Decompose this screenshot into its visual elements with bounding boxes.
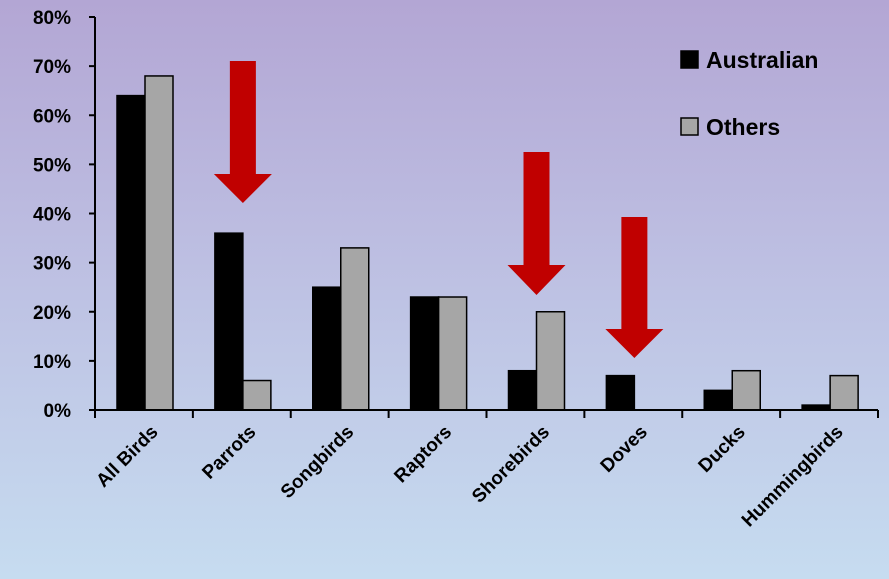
x-tick-label-raptors: Raptors: [390, 422, 456, 488]
annotation-arrows: [213, 61, 664, 358]
bar-ducks-others: [731, 369, 761, 411]
x-tick-label-parrots: Parrots: [198, 422, 260, 484]
bar-songbirds-others: [340, 247, 370, 411]
bar-raptors-others: [437, 296, 468, 411]
down-arrow-parrots: [213, 61, 272, 203]
down-arrow-shorebirds: [507, 152, 566, 295]
x-tick-labels: All Birds Parrots Songbirds Raptors Shorebir…: [92, 422, 847, 532]
legend-label-australian: Australian: [706, 47, 818, 73]
y-tick-label: 10%: [33, 352, 71, 373]
bar-all-birds-others: [144, 75, 174, 411]
y-tick-label: 70%: [33, 57, 71, 78]
y-tick-label: 60%: [33, 106, 71, 127]
bar-shorebirds-others: [535, 311, 566, 411]
bar-parrots-australian: [214, 232, 244, 411]
bar-doves-australian: [605, 374, 636, 411]
bar-shorebirds-australian: [507, 369, 538, 411]
y-tick-label: 40%: [33, 205, 71, 226]
legend-swatch-australian: [680, 50, 699, 69]
x-tick-label-ducks: Ducks: [695, 422, 750, 477]
y-tick-label: 80%: [33, 8, 71, 29]
y-tick-label: 0%: [44, 401, 72, 422]
bar-songbirds-australian: [312, 286, 342, 411]
legend-label-others: Others: [706, 114, 780, 140]
y-tick-label: 50%: [33, 155, 71, 176]
x-tick-label-songbirds: Songbirds: [277, 422, 358, 503]
y-tick-labels: 0% 10% 20% 30% 40% 50% 60% 70% 80%: [33, 8, 71, 422]
legend-swatch-others: [680, 117, 699, 136]
y-tick-label: 20%: [33, 303, 71, 324]
down-arrow-doves: [605, 217, 664, 358]
x-tick-label-doves: Doves: [597, 422, 652, 477]
bar-all-birds-australian: [116, 94, 146, 411]
bar-hummingbirds-others: [829, 374, 859, 411]
bar-ducks-australian: [703, 389, 733, 411]
x-tick-label-shorebirds: Shorebirds: [468, 422, 554, 508]
x-tick-label-all-birds: All Birds: [92, 422, 162, 492]
y-tick-label: 30%: [33, 254, 71, 275]
legend: Australian Others: [680, 47, 818, 140]
bar-parrots-others: [242, 379, 272, 411]
bar-raptors-australian: [409, 296, 440, 411]
axes: [89, 16, 879, 418]
x-tick-label-hummingbirds: Hummingbirds: [738, 422, 848, 532]
